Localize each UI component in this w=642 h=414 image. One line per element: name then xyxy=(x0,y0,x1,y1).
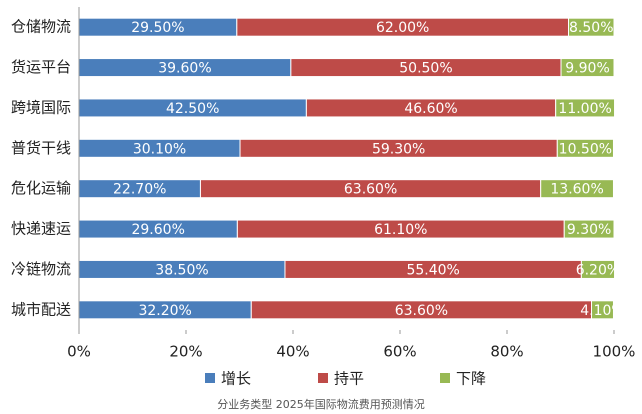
y-tick-label: 冷链物流 xyxy=(11,260,71,278)
value-label: 22.70% xyxy=(113,182,166,198)
bar-segment xyxy=(556,138,614,158)
bar-segment xyxy=(580,259,616,279)
value-label: 38.50% xyxy=(155,262,208,278)
value-label: 61.10% xyxy=(374,222,427,238)
y-tick-label: 仓储物流 xyxy=(11,18,71,36)
x-tick-label: 100% xyxy=(593,343,636,361)
value-label: 29.60% xyxy=(131,222,184,238)
legend-swatch xyxy=(318,373,328,383)
y-tick-label: 危化运输 xyxy=(11,179,71,197)
bar-segment xyxy=(560,58,615,78)
value-label: 11.00% xyxy=(558,101,611,117)
value-label: 6.20% xyxy=(576,262,620,278)
value-label: 9.30% xyxy=(567,222,611,238)
value-label: 13.60% xyxy=(550,182,603,198)
legend-label: 增长 xyxy=(221,370,251,388)
value-label: 42.50% xyxy=(166,101,219,117)
legend-label: 持平 xyxy=(334,370,364,388)
x-tick-label: 80% xyxy=(490,343,523,361)
bar-segment xyxy=(568,17,615,37)
value-label: 50.50% xyxy=(399,61,452,77)
value-label: 30.10% xyxy=(133,141,186,157)
value-label: 32.20% xyxy=(138,303,191,319)
value-label: 9.90% xyxy=(565,61,609,77)
value-label: 8.50% xyxy=(569,20,613,36)
bar-segment xyxy=(555,98,616,118)
y-tick-label: 货运平台 xyxy=(11,58,71,76)
value-label: 59.30% xyxy=(372,141,425,157)
value-label: 46.60% xyxy=(404,101,457,117)
bar-segment xyxy=(591,300,614,320)
x-tick-label: 0% xyxy=(67,343,91,361)
legend-swatch xyxy=(440,373,450,383)
y-tick-label: 普货干线 xyxy=(11,139,71,157)
x-tick-label: 40% xyxy=(276,343,309,361)
value-label: 63.60% xyxy=(395,303,448,319)
value-label: 29.50% xyxy=(131,20,184,36)
value-label: 62.00% xyxy=(376,20,429,36)
value-label: 4.10% xyxy=(580,303,624,319)
legend-label: 下降 xyxy=(456,370,486,388)
bar-segment xyxy=(540,179,614,199)
chart-caption: 分业务类型 2025年国际物流费用预测情况 xyxy=(217,397,425,411)
value-label: 39.60% xyxy=(158,61,211,77)
value-label: 10.50% xyxy=(559,141,612,157)
legend-swatch xyxy=(205,373,215,383)
value-label: 55.40% xyxy=(406,262,459,278)
bar-segment xyxy=(563,219,615,239)
value-label: 63.60% xyxy=(344,182,397,198)
y-tick-label: 跨境国际 xyxy=(11,98,71,116)
x-tick-label: 60% xyxy=(383,343,416,361)
x-tick-label: 20% xyxy=(169,343,202,361)
y-tick-label: 城市配送 xyxy=(11,300,71,318)
y-tick-label: 快递速运 xyxy=(11,220,71,238)
